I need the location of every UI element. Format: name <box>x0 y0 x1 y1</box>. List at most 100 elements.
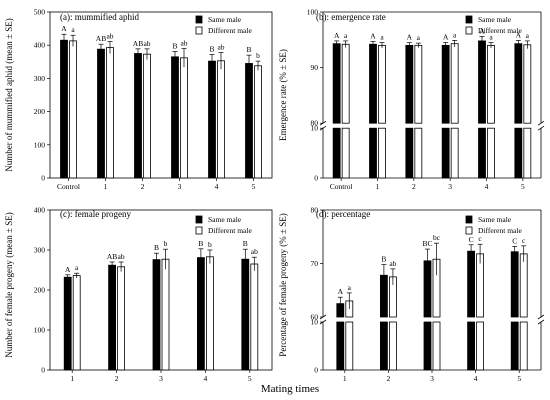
y-tick-label: 10 <box>311 124 319 133</box>
significance-letter: ab <box>251 247 258 256</box>
y-tick-label: 100 <box>34 140 46 149</box>
legend-swatch <box>465 215 473 224</box>
x-tick-label: 4 <box>474 374 478 383</box>
bar-upper <box>510 251 519 318</box>
y-tick-label: 100 <box>34 326 46 335</box>
x-tick-label: 5 <box>521 182 525 191</box>
x-tick-label: 2 <box>412 182 416 191</box>
axis-break-mark <box>537 125 545 131</box>
significance-letter: bc <box>433 233 441 242</box>
x-tick-label: 1 <box>70 374 74 383</box>
significance-letter: AB <box>96 34 106 43</box>
y-tick-label: 10 <box>311 318 319 327</box>
bar-upper <box>450 43 459 124</box>
significance-letter: BC <box>422 239 432 248</box>
y-tick-label: 0 <box>41 174 45 183</box>
bar-lower <box>467 321 476 371</box>
x-tick-label: 2 <box>141 182 145 191</box>
panel-b-ylabel: Emergence rate (% ± SE) <box>278 49 288 141</box>
bar <box>63 276 72 371</box>
significance-letter: A <box>338 287 344 296</box>
shared-x-axis-label: Mating times <box>261 383 319 395</box>
x-tick-label: 4 <box>204 374 208 383</box>
bar-lower <box>510 321 519 371</box>
significance-letter: a <box>526 31 530 40</box>
y-tick-label: 60 <box>311 313 319 322</box>
legend-label: Different male <box>478 26 522 35</box>
bar <box>250 263 259 371</box>
y-tick-label: 200 <box>34 286 46 295</box>
significance-letter: B <box>243 239 248 248</box>
significance-letter: b <box>208 240 212 249</box>
x-tick-label: 3 <box>448 182 452 191</box>
significance-letter: ab <box>143 39 150 48</box>
x-tick-label: 1 <box>376 182 380 191</box>
bar-lower <box>378 127 386 179</box>
bar-upper <box>487 44 495 124</box>
significance-letter: b <box>256 51 260 60</box>
legend-swatch <box>465 226 473 235</box>
y-tick-label: 400 <box>34 41 46 50</box>
legend-label: Different male <box>208 226 252 235</box>
significance-letter: ab <box>118 252 125 261</box>
significance-letter: a <box>344 31 348 40</box>
bar <box>171 56 179 179</box>
x-tick-label: 5 <box>517 374 521 383</box>
bar-upper <box>405 44 414 124</box>
significance-letter: AB <box>107 252 117 261</box>
legend-label: Same male <box>208 15 242 24</box>
y-tick-label: 80 <box>311 119 319 128</box>
legend-swatch <box>195 215 203 224</box>
significance-letter: AB <box>133 39 143 48</box>
panel-b-emergence-rate: (b): emergence rate Emergence rate (% ± … <box>278 8 545 191</box>
significance-letter: B <box>381 255 386 264</box>
x-tick-label: 4 <box>215 182 219 191</box>
panel-c-ylabel: Number of female progeny (mean ± SE) <box>4 212 14 357</box>
legend-label: Same male <box>208 215 242 224</box>
bar-lower <box>476 321 485 371</box>
y-tick-label: 100 <box>307 8 319 17</box>
bar-lower <box>341 127 350 179</box>
y-tick-label: 90 <box>311 63 319 72</box>
bar-upper <box>378 44 386 124</box>
y-tick-label: 0 <box>41 366 45 375</box>
x-tick-label: 3 <box>178 182 182 191</box>
bar <box>60 39 68 179</box>
bar-upper <box>341 43 350 124</box>
bar-upper <box>519 253 528 318</box>
significance-letter: a <box>71 25 75 34</box>
legend-swatch <box>465 26 473 35</box>
plot-frame <box>49 11 273 179</box>
significance-letter: ab <box>217 43 224 52</box>
significance-letter: ab <box>389 259 396 268</box>
legend-label: Same male <box>478 215 512 224</box>
panel-d-title: (d): percentage <box>316 209 370 219</box>
significance-letter: B <box>172 42 177 51</box>
bar <box>254 65 262 179</box>
bar <box>161 258 170 371</box>
bar <box>152 259 161 371</box>
legend-label: Different male <box>478 226 522 235</box>
bar-lower <box>369 127 377 179</box>
x-tick-label: 1 <box>104 182 108 191</box>
panel-d-percentage: (d): percentage Percentage of female pro… <box>278 206 545 383</box>
significance-letter: a <box>348 283 352 292</box>
significance-letter: ab <box>180 39 187 48</box>
legend-label: Same male <box>478 15 512 24</box>
y-tick-label: 70 <box>311 259 319 268</box>
bar-upper <box>467 250 476 318</box>
legend-swatch <box>195 226 203 235</box>
x-tick-label: 1 <box>343 374 347 383</box>
bar-lower <box>345 321 354 371</box>
axis-break-mark <box>537 319 545 325</box>
bar-upper <box>369 43 377 124</box>
legend-swatch <box>195 15 203 24</box>
bar-lower <box>414 127 423 179</box>
bar-lower <box>388 321 397 371</box>
x-tick-label: Control <box>330 182 353 191</box>
x-tick-label: 3 <box>159 374 163 383</box>
significance-letter: C <box>512 236 517 245</box>
x-tick-label: 5 <box>252 182 256 191</box>
y-tick-label: 300 <box>34 246 46 255</box>
